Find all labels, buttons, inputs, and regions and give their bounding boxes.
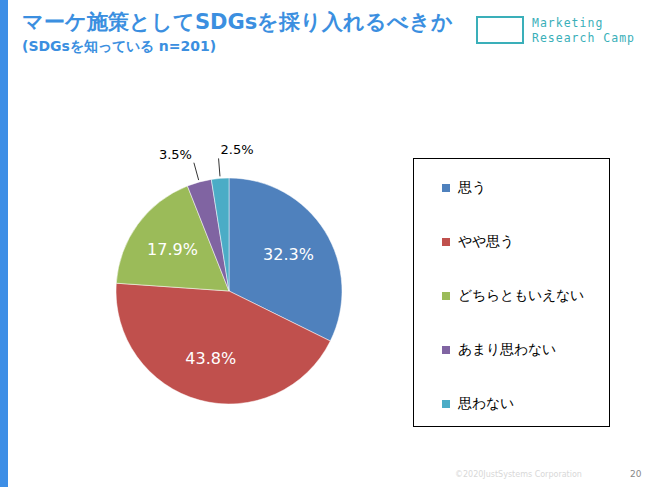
svg-text:3.5%: 3.5% (159, 147, 192, 162)
html-text:思う: 思う (458, 179, 486, 195)
html-text:Research Camp: Research Camp (532, 31, 635, 45)
html-text:(SDGsを知っている n=201): (SDGsを知っている n=201) (22, 38, 217, 54)
html-text:思わない: 思わない (458, 395, 514, 411)
svg-text:2.5%: 2.5% (221, 142, 254, 157)
html-text:©2020JustSystems Corporation: ©2020JustSystems Corporation (455, 470, 582, 479)
html-text:やや思う: やや思う (458, 233, 514, 249)
svg-text:17.9%: 17.9% (147, 240, 198, 259)
html-text:Marketing: Marketing (532, 16, 604, 30)
html-text:マーケ施策としてSDGsを採り入れるべきか: マーケ施策としてSDGsを採り入れるべきか (22, 10, 454, 34)
svg-text:32.3%: 32.3% (263, 245, 314, 264)
html-text:20: 20 (630, 469, 642, 479)
svg-text:43.8%: 43.8% (185, 349, 236, 368)
html-text:どちらともいえない: どちらともいえない (458, 287, 584, 303)
html-text:あまり思わない: あまり思わない (458, 341, 556, 357)
